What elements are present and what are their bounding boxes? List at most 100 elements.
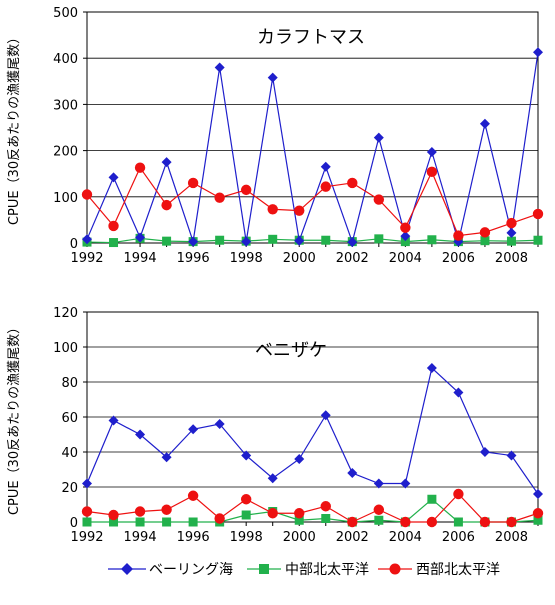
data-point — [427, 494, 437, 504]
data-point — [108, 415, 119, 426]
y-tick-label: 60 — [61, 411, 78, 426]
legend-label-western: 西部北太平洋 — [416, 562, 500, 578]
data-point — [161, 504, 172, 515]
plot-area — [86, 11, 539, 244]
chart-2-ylabel: CPUE（30反あたりの漁獲尾数） — [7, 321, 22, 515]
y-tick-label: 300 — [53, 98, 78, 113]
data-point — [134, 162, 146, 173]
x-tick-label: 2008 — [495, 530, 528, 545]
series-square — [82, 233, 543, 248]
data-point — [109, 238, 119, 248]
data-point — [374, 234, 384, 244]
y-tick-label: 200 — [53, 145, 78, 160]
data-point — [188, 517, 198, 527]
data-point — [453, 387, 464, 398]
data-point — [108, 509, 119, 521]
data-point — [294, 454, 305, 464]
data-point — [400, 478, 411, 489]
x-tick-label: 2002 — [336, 530, 369, 545]
data-point — [82, 234, 92, 245]
series-line — [86, 52, 539, 245]
data-point — [267, 508, 278, 519]
data-point — [294, 515, 304, 525]
data-point — [214, 419, 225, 429]
data-point — [108, 220, 119, 232]
data-point — [240, 184, 252, 196]
data-point — [400, 516, 411, 528]
data-point — [453, 230, 464, 241]
data-point — [532, 508, 544, 519]
data-point — [268, 234, 278, 244]
data-point — [373, 132, 384, 143]
data-point — [533, 515, 543, 525]
legend-square-icon — [259, 564, 269, 574]
data-point — [294, 205, 305, 216]
legend-circle-icon — [389, 563, 401, 575]
data-point — [241, 450, 252, 461]
legend-item-western: 西部北太平洋 — [378, 562, 500, 578]
data-point — [320, 410, 331, 421]
y-tick-label: 0 — [70, 237, 78, 252]
data-point — [267, 204, 278, 215]
data-point — [162, 236, 172, 246]
x-tick-label: 2002 — [336, 251, 369, 266]
x-tick-label: 1994 — [124, 251, 157, 266]
data-point — [135, 429, 146, 440]
data-point — [267, 72, 278, 83]
data-point — [135, 517, 145, 527]
legend-label-bering: ベーリング海 — [149, 562, 233, 578]
data-point — [479, 227, 491, 238]
data-point — [347, 237, 358, 248]
data-point — [479, 447, 490, 457]
data-point — [506, 236, 516, 246]
x-tick-label: 1998 — [230, 530, 263, 545]
data-point — [188, 236, 199, 247]
legend-diamond-icon — [121, 563, 133, 575]
data-point — [400, 237, 410, 247]
data-point — [267, 473, 278, 484]
data-point — [214, 62, 225, 73]
data-point — [373, 504, 385, 515]
series-line — [86, 493, 539, 523]
y-tick-label: 80 — [61, 376, 78, 391]
data-point — [240, 494, 252, 505]
x-tick-label: 1994 — [124, 530, 157, 545]
x-tick-label: 1992 — [70, 251, 103, 266]
data-point — [81, 189, 93, 200]
data-point — [400, 222, 411, 233]
data-point — [400, 231, 411, 242]
data-point — [426, 363, 437, 373]
data-point — [373, 194, 385, 205]
legend-item-central: 中部北太平洋 — [247, 562, 369, 578]
legend-item-bering: ベーリング海 — [108, 562, 233, 578]
series-circle — [81, 162, 544, 241]
x-tick-label: 2006 — [442, 251, 475, 266]
data-point — [241, 510, 251, 520]
data-point — [479, 118, 490, 129]
data-point — [162, 517, 172, 527]
data-point — [187, 490, 199, 501]
chart-1: 0 100 200 300 400 500 1992 1994 1996 1998 2000 2002… — [53, 6, 544, 266]
data-point — [506, 227, 517, 238]
y-tick-label: 400 — [53, 52, 78, 67]
data-point — [294, 235, 305, 246]
data-point — [82, 517, 92, 527]
data-point — [533, 47, 543, 58]
x-tick-label: 1996 — [177, 251, 210, 266]
data-point — [134, 506, 146, 517]
data-point — [347, 516, 358, 528]
data-point — [453, 517, 463, 527]
data-point — [187, 177, 199, 189]
data-point — [81, 506, 93, 517]
data-point — [214, 192, 225, 203]
x-tick-label: 1992 — [70, 530, 103, 545]
data-point — [426, 166, 438, 178]
data-point — [214, 513, 225, 524]
series-diamond — [82, 363, 543, 499]
series-diamond — [82, 47, 543, 248]
data-point — [188, 424, 199, 435]
y-tick-label: 120 — [53, 306, 78, 321]
y-tick-label: 100 — [53, 341, 78, 356]
